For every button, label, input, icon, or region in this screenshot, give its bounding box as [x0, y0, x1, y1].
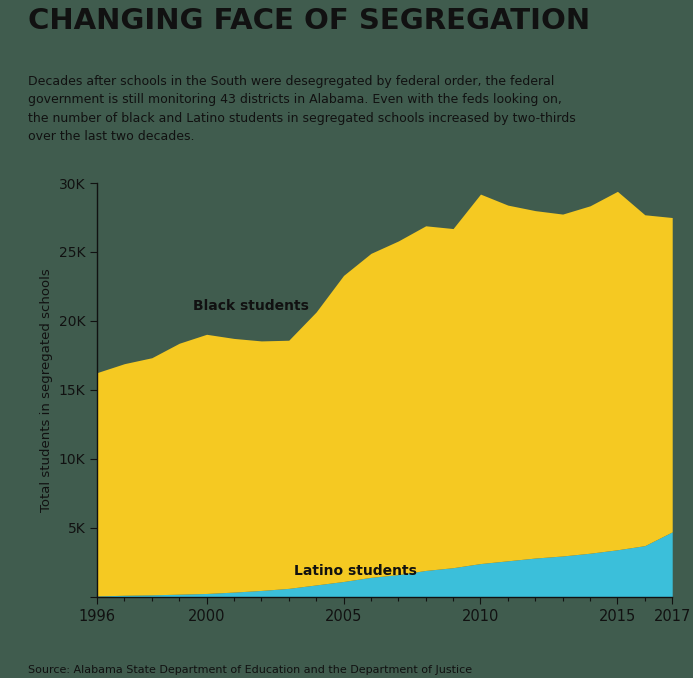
Text: Source: Alabama State Department of Education and the Department of Justice: Source: Alabama State Department of Educ… — [28, 664, 472, 675]
Text: Latino students: Latino students — [295, 563, 417, 578]
Text: Decades after schools in the South were desegregated by federal order, the feder: Decades after schools in the South were … — [28, 75, 575, 143]
Y-axis label: Total students in segregated schools: Total students in segregated schools — [40, 268, 53, 512]
Text: Black students: Black students — [193, 299, 309, 313]
Text: CHANGING FACE OF SEGREGATION: CHANGING FACE OF SEGREGATION — [28, 7, 590, 35]
